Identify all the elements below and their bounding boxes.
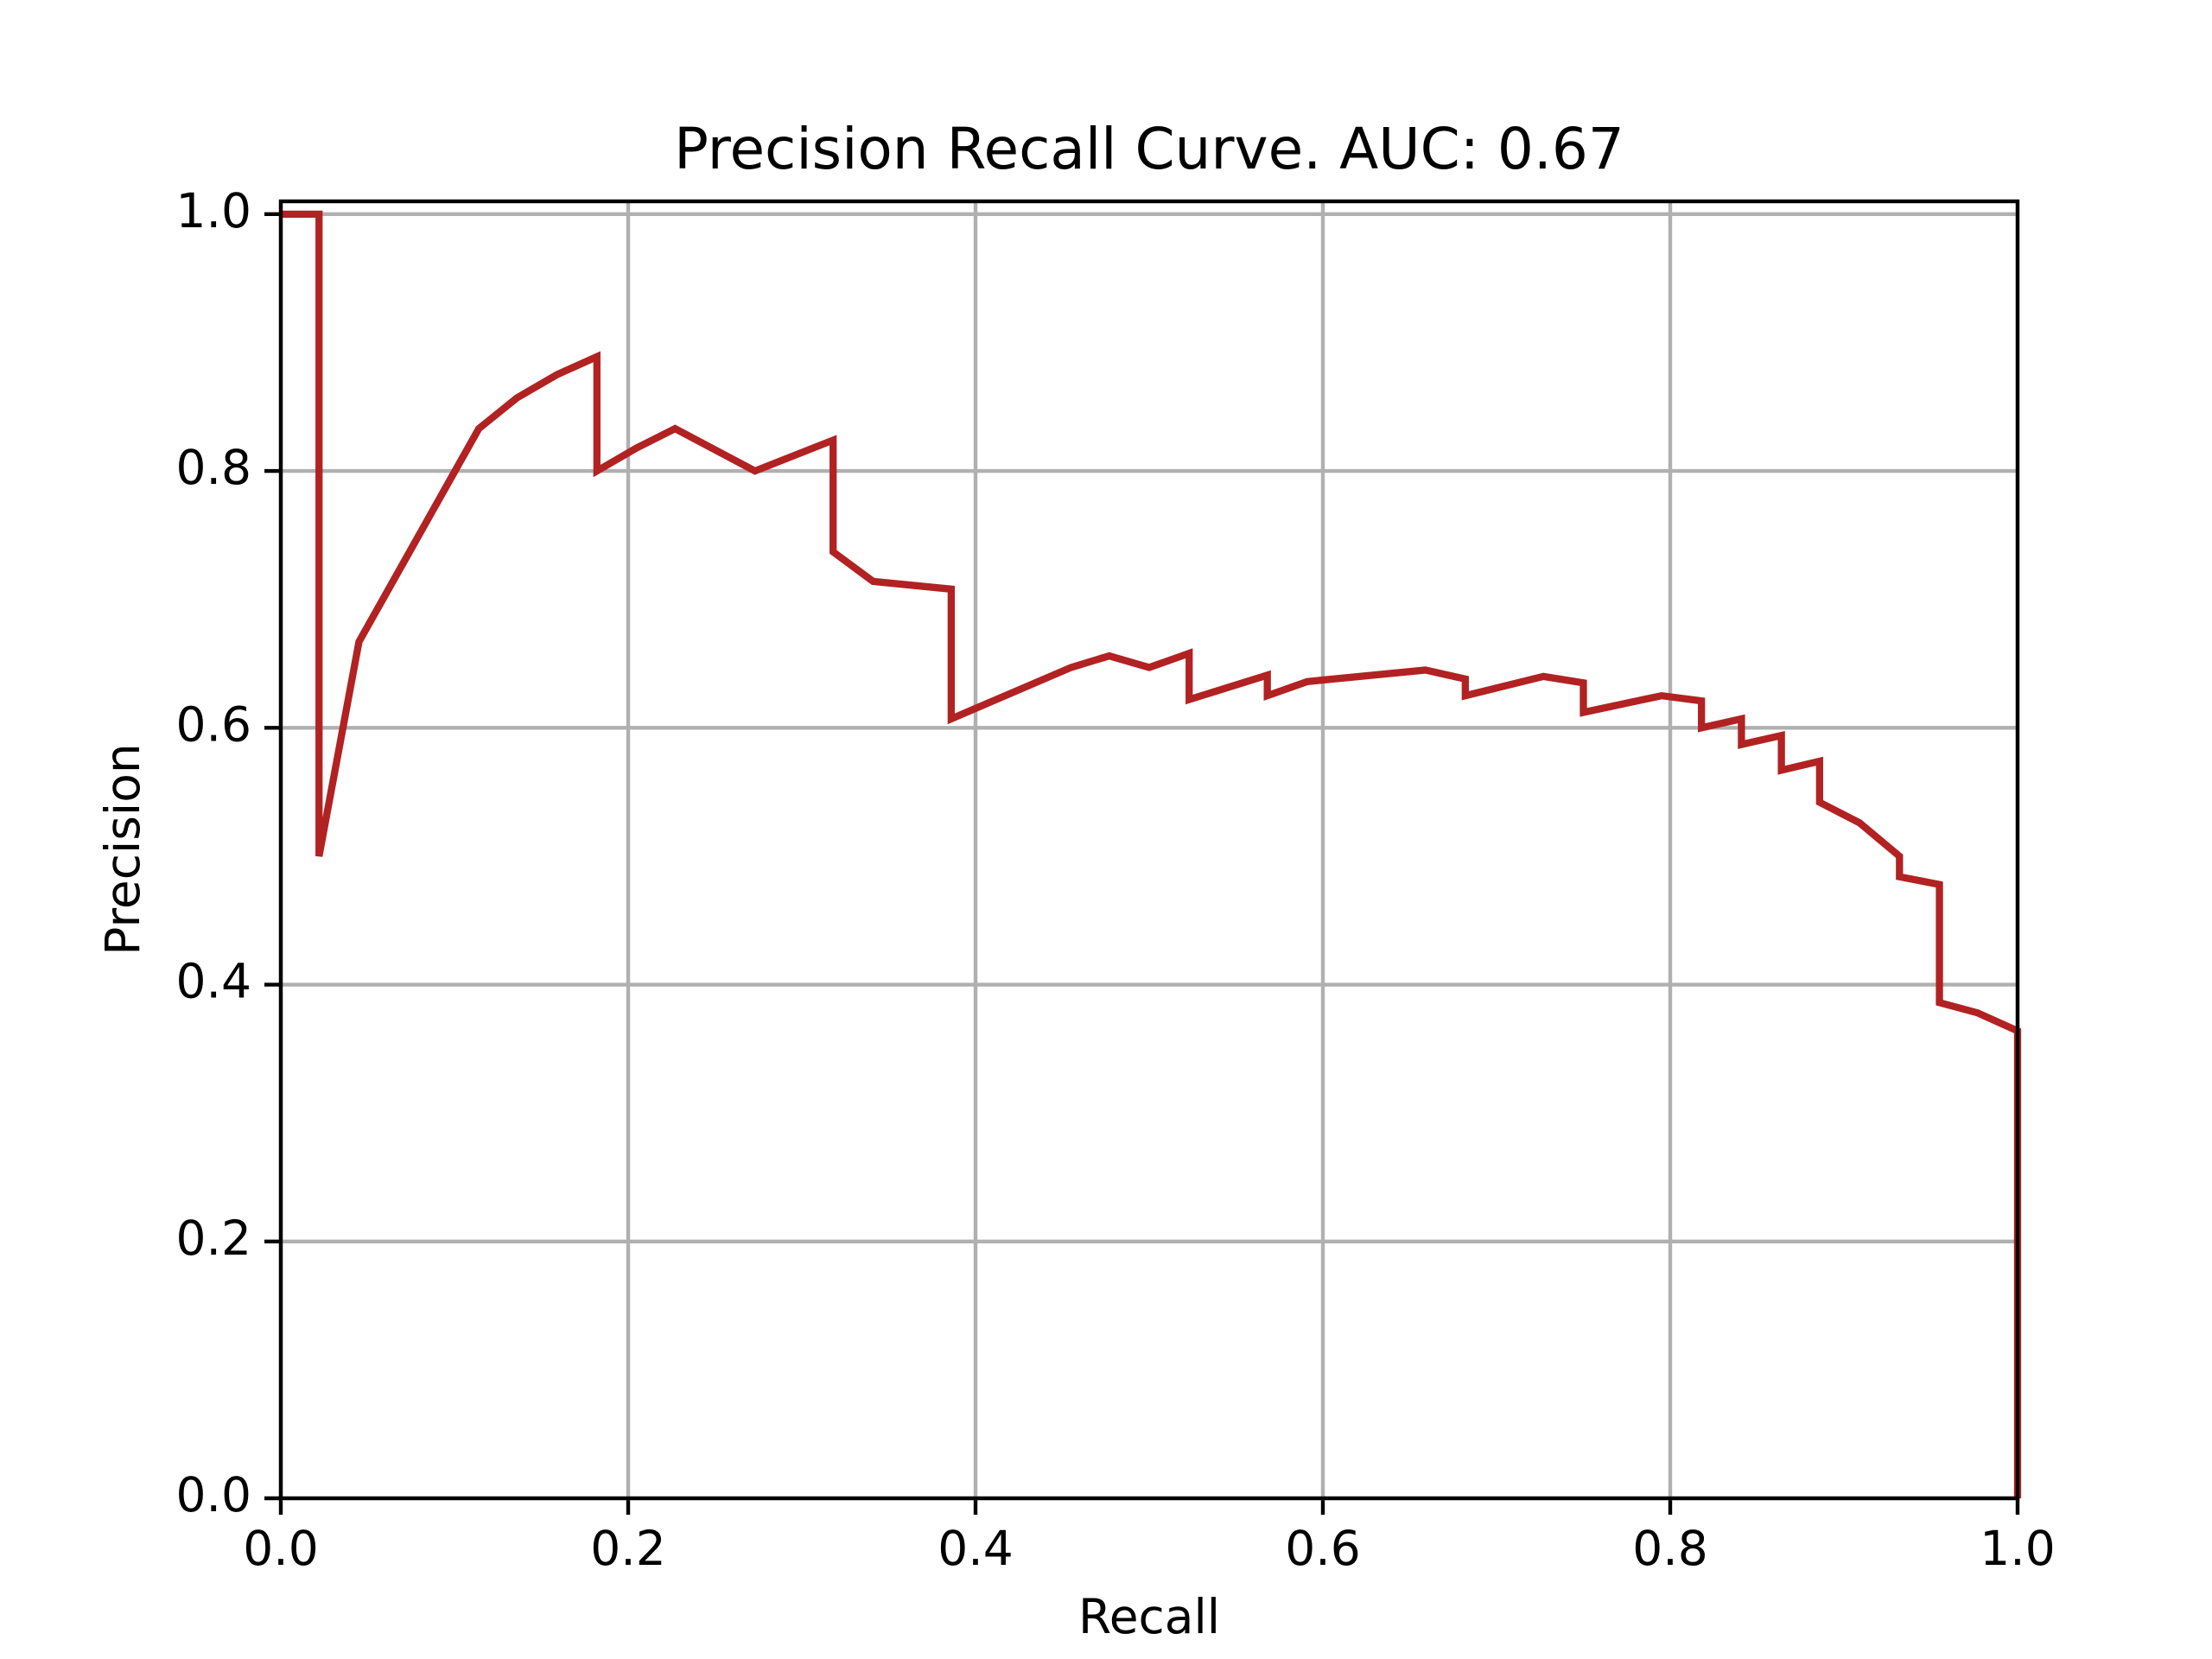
chart-title: Precision Recall Curve. AUC: 0.67 <box>674 116 1624 182</box>
x-tick-label: 0.6 <box>1285 1521 1360 1576</box>
x-tick-label: 0.8 <box>1632 1521 1707 1576</box>
y-tick-label: 0.4 <box>176 954 251 1009</box>
axes-frame <box>278 199 2020 1501</box>
x-tick-label: 0.2 <box>590 1521 665 1576</box>
x-tick-label: 0.0 <box>243 1521 318 1576</box>
x-tick-label: 1.0 <box>1980 1521 2055 1576</box>
line <box>281 210 2022 1498</box>
x-axis-label: Recall <box>1078 1589 1220 1644</box>
y-tick-label: 0.8 <box>176 440 251 495</box>
y-tick-label: 1.0 <box>176 183 251 238</box>
y-tick-label: 0.2 <box>176 1211 251 1266</box>
y-tick-label: 0.6 <box>176 696 251 752</box>
x-tick-label: 0.4 <box>938 1521 1013 1576</box>
y-tick-label: 0.0 <box>176 1467 251 1522</box>
y-axis-label: Precision <box>95 743 150 955</box>
